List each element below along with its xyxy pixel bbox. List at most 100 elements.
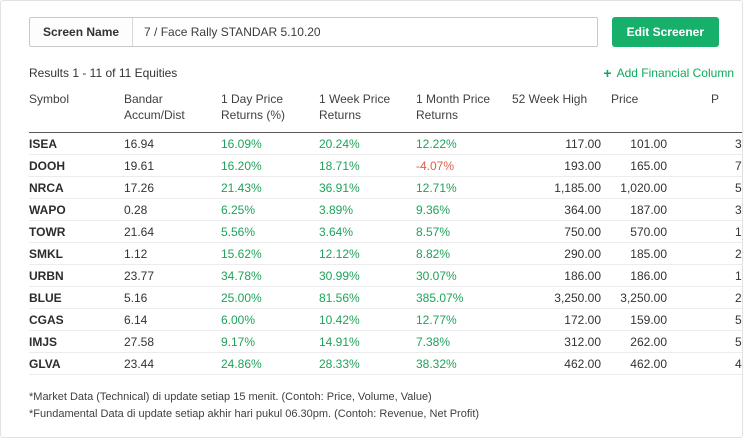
cell-price: 159.00 bbox=[611, 308, 681, 332]
cell-high: 3,250.00 bbox=[512, 286, 611, 310]
cell-day1: 6.00% bbox=[221, 308, 319, 332]
cell-next: 1 bbox=[681, 264, 742, 288]
cell-symbol[interactable]: CGAS bbox=[29, 308, 124, 332]
table-row[interactable]: SMKL 1.12 15.62% 12.12% 8.82% 290.00 185.00 2 bbox=[29, 242, 742, 266]
cell-next: 4 bbox=[681, 352, 742, 376]
cell-month1: 12.71% bbox=[416, 176, 512, 200]
screen-name-bar: Screen Name Edit Screener bbox=[29, 17, 742, 47]
table-row[interactable]: NRCA 17.26 21.43% 36.91% 12.71% 1,185.00 1,020… bbox=[29, 176, 742, 200]
cell-next: 5 bbox=[681, 308, 742, 332]
cell-symbol[interactable]: URBN bbox=[29, 264, 124, 288]
cell-accum: 17.26 bbox=[124, 176, 221, 200]
column-header-high[interactable]: 52 Week High bbox=[512, 91, 611, 134]
cell-accum: 5.16 bbox=[124, 286, 221, 310]
cell-month1: 8.57% bbox=[416, 220, 512, 244]
cell-symbol[interactable]: WAPO bbox=[29, 198, 124, 222]
column-header-symbol[interactable]: Symbol bbox=[29, 91, 124, 134]
cell-month1: 8.82% bbox=[416, 242, 512, 266]
cell-symbol[interactable]: NRCA bbox=[29, 176, 124, 200]
cell-next: 2 bbox=[681, 242, 742, 266]
cell-symbol[interactable]: IMJS bbox=[29, 330, 124, 354]
cell-accum: 1.12 bbox=[124, 242, 221, 266]
cell-accum: 0.28 bbox=[124, 198, 221, 222]
cell-next: 2 bbox=[681, 286, 742, 310]
cell-week1: 10.42% bbox=[319, 308, 416, 332]
cell-month1: -4.07% bbox=[416, 154, 512, 178]
cell-price: 262.00 bbox=[611, 330, 681, 354]
cell-day1: 15.62% bbox=[221, 242, 319, 266]
cell-week1: 81.56% bbox=[319, 286, 416, 310]
cell-month1: 385.07% bbox=[416, 286, 512, 310]
cell-symbol[interactable]: BLUE bbox=[29, 286, 124, 310]
cell-price: 101.00 bbox=[611, 132, 681, 156]
cell-symbol[interactable]: DOOH bbox=[29, 154, 124, 178]
table-row[interactable]: TOWR 21.64 5.56% 3.64% 8.57% 750.00 570.00 1 bbox=[29, 220, 742, 244]
cell-high: 750.00 bbox=[512, 220, 611, 244]
column-header-month1[interactable]: 1 Month Price Returns bbox=[416, 91, 512, 134]
table-row[interactable]: CGAS 6.14 6.00% 10.42% 12.77% 172.00 159.00 5 bbox=[29, 308, 742, 332]
cell-high: 462.00 bbox=[512, 352, 611, 376]
table-row[interactable]: ISEA 16.94 16.09% 20.24% 12.22% 117.00 101.00 3 bbox=[29, 132, 742, 156]
add-financial-column-link[interactable]: + Add Financial Column bbox=[603, 66, 734, 80]
table-row[interactable]: URBN 23.77 34.78% 30.99% 30.07% 186.00 186.00 1 bbox=[29, 264, 742, 288]
results-table-wrap: Symbol Bandar Accum/Dist 1 Day Price Retur… bbox=[29, 91, 742, 376]
cell-week1: 3.89% bbox=[319, 198, 416, 222]
column-header-price[interactable]: Price bbox=[611, 91, 681, 134]
edit-screener-button[interactable]: Edit Screener bbox=[611, 17, 719, 47]
cell-day1: 24.86% bbox=[221, 352, 319, 376]
screen-name-box: Screen Name bbox=[29, 17, 598, 47]
cell-price: 3,250.00 bbox=[611, 286, 681, 310]
cell-high: 1,185.00 bbox=[512, 176, 611, 200]
screen-name-input[interactable] bbox=[133, 18, 597, 46]
cell-day1: 6.25% bbox=[221, 198, 319, 222]
column-header-day1[interactable]: 1 Day Price Returns (%) bbox=[221, 91, 319, 134]
column-header-accum[interactable]: Bandar Accum/Dist bbox=[124, 91, 221, 134]
cell-high: 290.00 bbox=[512, 242, 611, 266]
cell-high: 193.00 bbox=[512, 154, 611, 178]
cell-symbol[interactable]: GLVA bbox=[29, 352, 124, 376]
table-row[interactable]: WAPO 0.28 6.25% 3.89% 9.36% 364.00 187.00 3 bbox=[29, 198, 742, 222]
cell-month1: 12.77% bbox=[416, 308, 512, 332]
cell-week1: 3.64% bbox=[319, 220, 416, 244]
cell-day1: 9.17% bbox=[221, 330, 319, 354]
column-header-next[interactable]: P bbox=[681, 91, 742, 134]
cell-high: 117.00 bbox=[512, 132, 611, 156]
cell-high: 364.00 bbox=[512, 198, 611, 222]
footnotes: *Market Data (Technical) di update setia… bbox=[29, 389, 742, 423]
cell-month1: 12.22% bbox=[416, 132, 512, 156]
cell-price: 1,020.00 bbox=[611, 176, 681, 200]
cell-price: 165.00 bbox=[611, 154, 681, 178]
cell-symbol[interactable]: ISEA bbox=[29, 132, 124, 156]
table-row[interactable]: IMJS 27.58 9.17% 14.91% 7.38% 312.00 262.00 5 bbox=[29, 330, 742, 354]
cell-price: 570.00 bbox=[611, 220, 681, 244]
cell-accum: 21.64 bbox=[124, 220, 221, 244]
cell-accum: 27.58 bbox=[124, 330, 221, 354]
cell-accum: 23.77 bbox=[124, 264, 221, 288]
cell-day1: 25.00% bbox=[221, 286, 319, 310]
add-column-label: Add Financial Column bbox=[616, 66, 734, 80]
cell-month1: 7.38% bbox=[416, 330, 512, 354]
footnote-fundamental-data: *Fundamental Data di update setiap akhir… bbox=[29, 408, 480, 421]
table-row[interactable]: DOOH 19.61 16.20% 18.71% -4.07% 193.00 165.00 7 bbox=[29, 154, 742, 178]
cell-symbol[interactable]: TOWR bbox=[29, 220, 124, 244]
cell-price: 186.00 bbox=[611, 264, 681, 288]
cell-high: 186.00 bbox=[512, 264, 611, 288]
cell-month1: 9.36% bbox=[416, 198, 512, 222]
cell-price: 185.00 bbox=[611, 242, 681, 266]
column-header-week1[interactable]: 1 Week Price Returns bbox=[319, 91, 416, 134]
cell-week1: 28.33% bbox=[319, 352, 416, 376]
cell-next: 7 bbox=[681, 154, 742, 178]
cell-next: 1 bbox=[681, 220, 742, 244]
cell-week1: 30.99% bbox=[319, 264, 416, 288]
cell-next: 5 bbox=[681, 330, 742, 354]
cell-accum: 6.14 bbox=[124, 308, 221, 332]
table-row[interactable]: BLUE 5.16 25.00% 81.56% 385.07% 3,250.00 3,250… bbox=[29, 286, 742, 310]
cell-week1: 12.12% bbox=[319, 242, 416, 266]
cell-accum: 23.44 bbox=[124, 352, 221, 376]
screen-name-label: Screen Name bbox=[30, 18, 134, 46]
cell-day1: 16.20% bbox=[221, 154, 319, 178]
table-row[interactable]: GLVA 23.44 24.86% 28.33% 38.32% 462.00 462.00 4 bbox=[29, 352, 742, 376]
cell-symbol[interactable]: SMKL bbox=[29, 242, 124, 266]
cell-day1: 21.43% bbox=[221, 176, 319, 200]
results-count: Results 1 - 11 of 11 Equities bbox=[29, 66, 178, 80]
